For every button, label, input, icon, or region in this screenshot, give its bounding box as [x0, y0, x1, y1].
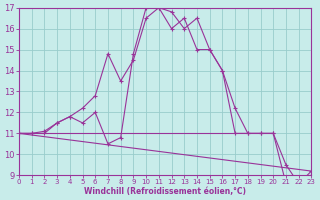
- X-axis label: Windchill (Refroidissement éolien,°C): Windchill (Refroidissement éolien,°C): [84, 187, 246, 196]
